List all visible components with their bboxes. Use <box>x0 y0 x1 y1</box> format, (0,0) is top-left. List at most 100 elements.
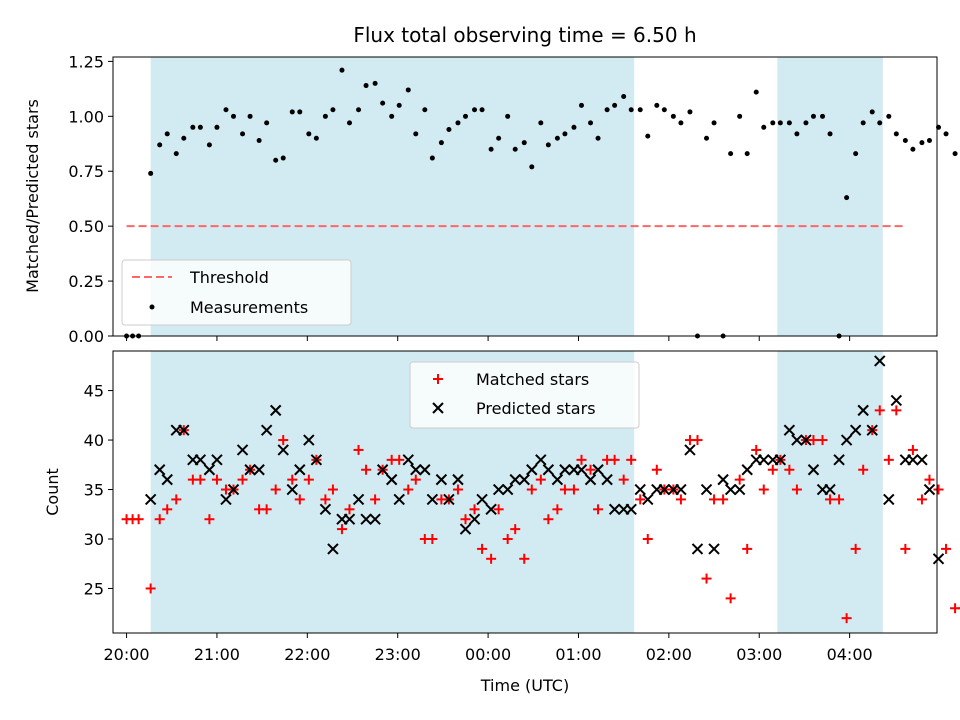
predicted-star-marker-b <box>376 464 389 476</box>
measurement-point <box>628 107 634 113</box>
matched-star-marker <box>725 593 736 604</box>
matched-star-marker <box>154 514 165 525</box>
predicted-star-marker-b <box>833 454 845 466</box>
predicted-star-marker <box>310 454 323 466</box>
matched-star-marker <box>270 484 281 495</box>
predicted-star-marker-b <box>518 473 530 486</box>
matched-star-marker <box>403 484 414 495</box>
measurement-point <box>164 131 170 137</box>
predicted-star-marker <box>468 513 481 525</box>
predicted-star-marker-b <box>634 483 646 496</box>
predicted-star-marker-b <box>286 483 298 496</box>
matched-star-marker <box>370 494 381 505</box>
predicted-star-marker <box>783 424 796 436</box>
measurement-point <box>256 137 262 143</box>
measurement-point <box>231 113 237 119</box>
predicted-star-marker <box>592 464 604 476</box>
predicted-star-marker <box>890 394 903 407</box>
measurement-point <box>356 107 362 113</box>
predicted-star-marker <box>376 464 389 476</box>
predicted-star-marker <box>807 464 820 476</box>
matched-star-marker <box>535 474 546 485</box>
bottom-y-tick-label: 35 <box>84 481 104 500</box>
predicted-star-marker <box>625 503 637 516</box>
predicted-star-marker <box>700 483 713 496</box>
measurement-point <box>529 164 535 170</box>
matched-star-marker <box>957 607 960 610</box>
measurement-point <box>919 140 925 146</box>
predicted-star-marker-b <box>542 464 555 476</box>
bottom-y-tick-label: 25 <box>84 579 104 598</box>
measurement-point <box>488 146 494 152</box>
measurement-point <box>595 135 601 141</box>
matched-star-marker <box>145 583 156 594</box>
predicted-star-marker <box>227 483 240 496</box>
predicted-star-marker <box>923 483 936 496</box>
predicted-star-marker <box>526 464 538 476</box>
matched-star-marker <box>460 514 471 525</box>
predicted-star-marker <box>741 464 753 476</box>
measurement-point <box>273 157 279 163</box>
predicted-star-marker-b <box>559 464 571 476</box>
predicted-star-marker <box>634 483 646 496</box>
predicted-star-marker-b <box>476 493 488 506</box>
predicted-star-marker-b <box>459 523 472 535</box>
measurement-point <box>926 137 932 143</box>
matched-star-marker <box>900 543 911 554</box>
matched-star-marker <box>742 543 753 554</box>
bottom-x-tick-label: 04:00 <box>827 645 873 664</box>
top-legend-box <box>121 259 352 326</box>
predicted-star-marker <box>542 464 555 476</box>
measurement-point <box>264 120 270 126</box>
matched-star-marker <box>327 484 338 495</box>
predicted-star-marker <box>551 473 564 486</box>
measurement-point <box>820 113 826 119</box>
measurement-point <box>554 135 560 141</box>
measurement-point <box>860 120 866 126</box>
matched-star-marker <box>883 454 894 465</box>
predicted-star-marker <box>426 493 439 506</box>
matched-star-marker <box>675 494 686 505</box>
predicted-star-marker <box>220 493 232 506</box>
predicted-star-marker-b <box>708 543 720 555</box>
measurement-point <box>446 126 452 132</box>
predicted-star-marker-b <box>923 483 936 496</box>
predicted-star-marker-b <box>260 424 273 436</box>
predicted-star-marker-b <box>857 404 869 417</box>
matched-star-marker <box>394 454 405 465</box>
measurement-point <box>952 151 958 157</box>
measurement-point <box>687 109 693 115</box>
top-y-tick-label: 1.25 <box>68 52 104 71</box>
legend-measurements-label: Measurements <box>190 298 308 317</box>
predicted-star-marker-b <box>178 424 190 436</box>
measurement-point <box>389 113 395 119</box>
predicted-star-marker <box>343 513 356 525</box>
measurement-point <box>214 124 220 130</box>
measurement-point <box>654 102 660 108</box>
predicted-star-marker-b <box>783 424 796 436</box>
matched-star-marker <box>162 504 173 515</box>
predicted-star-marker <box>443 493 455 506</box>
measurement-point <box>786 120 792 126</box>
predicted-star-marker <box>452 473 464 486</box>
predicted-star-marker-b <box>849 424 862 436</box>
predicted-star-marker <box>286 483 298 496</box>
predicted-star-marker <box>559 464 571 476</box>
measurement-point <box>372 80 378 86</box>
predicted-star-marker-b <box>700 483 713 496</box>
measurement-point <box>280 155 286 161</box>
measurement-point <box>472 107 478 113</box>
measurement-point <box>545 142 551 148</box>
matched-star-marker <box>891 405 902 416</box>
predicted-star-marker-b <box>194 454 207 466</box>
measurement-point <box>173 151 179 157</box>
matched-star-marker <box>791 484 802 495</box>
predicted-star-marker <box>203 464 216 476</box>
matched-star-marker <box>171 494 182 505</box>
predicted-star-marker-b <box>684 444 696 456</box>
top-y-tick-label: 0.50 <box>68 217 104 236</box>
matched-star-marker <box>651 464 662 475</box>
top-y-tick-label: 0.75 <box>68 162 104 181</box>
measurement-point <box>704 135 710 141</box>
